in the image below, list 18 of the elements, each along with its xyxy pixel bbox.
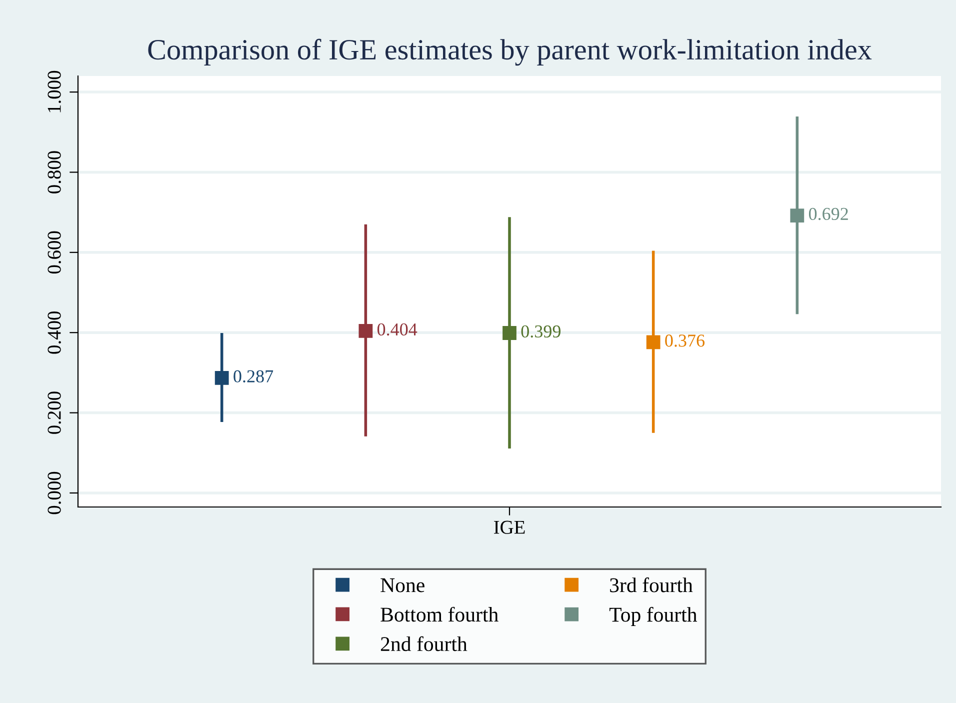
data-label: 0.692: [808, 208, 848, 220]
data-label: 0.399: [521, 325, 560, 338]
y-tick-label: 0.400: [48, 311, 61, 354]
data-label: 0.404: [377, 323, 418, 336]
legend-label: 3rd fourth: [610, 577, 693, 592]
x-tick-label: IGE: [494, 520, 525, 534]
legend-label: 2nd fourth: [380, 636, 468, 652]
y-tick-label: 0.600: [48, 231, 61, 274]
y-tick-label: 1.000: [48, 70, 61, 112]
y-tick-label: 0.800: [48, 151, 61, 194]
chart-title: Comparison of IGE estimates by parent work-limitation index: [148, 38, 872, 66]
y-tick-label: 0.000: [48, 472, 61, 514]
legend-label: Top fourth: [609, 606, 698, 626]
data-label: 0.287: [234, 370, 274, 382]
legend-label: None: [380, 578, 424, 592]
y-tick-label: 0.200: [48, 392, 61, 434]
data-label: 0.376: [665, 334, 705, 347]
legend-label: Bottom fourth: [380, 606, 498, 622]
